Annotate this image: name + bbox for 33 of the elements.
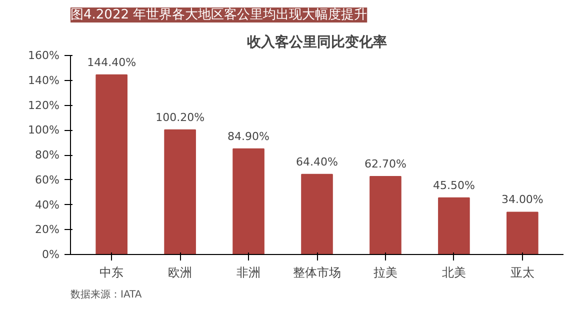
bar [232,148,264,254]
y-tick-label: 20% [35,223,60,236]
chart-subtitle: 收入客公里同比变化率 [247,34,387,50]
y-tick-label: 80% [35,148,60,162]
data-label: 144.40% [87,56,136,69]
data-label: 34.00% [501,193,544,206]
bar [506,212,538,254]
x-tick-label: 整体市场 [293,266,341,280]
bar [164,129,196,254]
y-tick-label: 160% [28,49,60,62]
y-tick-label: 0% [42,248,60,261]
y-tick-label: 120% [28,98,60,112]
y-tick-label: 140% [28,74,60,87]
data-label: 84.90% [228,130,270,143]
x-tick-label: 欧洲 [168,266,192,280]
bar [96,74,128,254]
x-tick-label: 北美 [442,266,466,280]
data-label: 100.20% [156,110,205,124]
data-label: 62.70% [364,158,406,171]
y-tick-label: 100% [28,124,60,137]
x-tick-label: 拉美 [373,266,398,280]
data-label: 64.40% [296,155,338,168]
x-tick-label: 中东 [100,266,124,280]
bar [438,197,470,254]
source-note: 数据来源：IATA [70,288,142,300]
bar [301,174,333,254]
x-tick-label: 亚太 [510,266,534,280]
y-tick-label: 40% [35,198,60,212]
y-tick-label: 60% [35,173,60,186]
x-tick-label: 非洲 [236,266,261,280]
bar [370,176,402,254]
chart-title: 图4.2022 年世界各大地区客公里均出现大幅度提升 [70,6,368,22]
data-label: 45.50% [432,178,475,192]
